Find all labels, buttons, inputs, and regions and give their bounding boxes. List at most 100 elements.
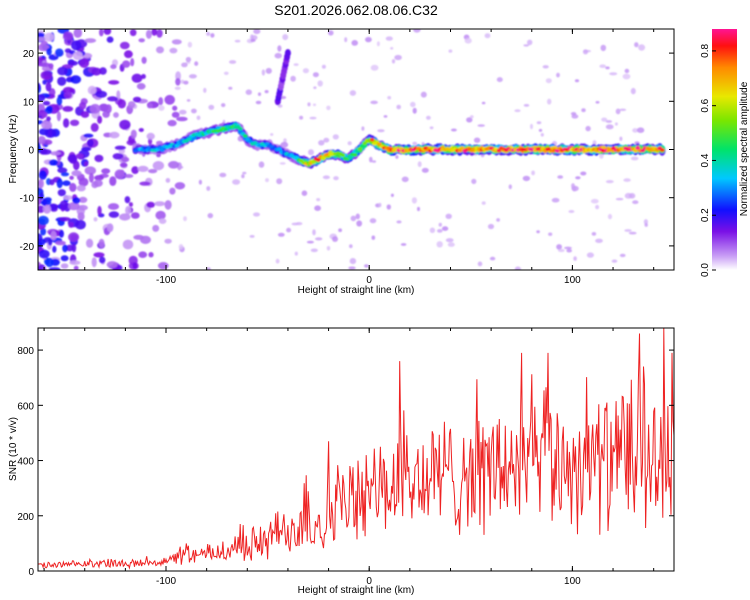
speckle-blob [417,161,422,168]
speckle-blob [585,125,591,132]
speckle-blob [313,86,317,89]
speckle-blob [232,179,241,185]
speckle-blob [566,248,572,253]
speckle-blob [413,29,421,33]
noise-blob [38,249,50,259]
colorbar-tick-label: 0.8 [700,44,711,58]
noise-blob [108,80,120,85]
speckle-blob [332,236,338,242]
noise-blob [78,196,88,203]
speckle-blob [471,178,477,185]
speckle-blob [557,248,565,253]
speckle-blob [396,220,402,224]
speckle-blob [364,264,369,268]
speckle-blob [361,126,365,131]
noise-blob [124,196,131,204]
colorbar: 0.0 0.2 0.4 0.6 0.8 Normalized spectral ampl… [700,29,750,277]
speckle-blob [473,137,481,143]
noise-blob [93,217,98,222]
noise-blob [72,51,83,60]
speckle-blob [365,36,372,43]
noise-blob [38,94,46,102]
speckle-blob [178,166,184,169]
noise-blob [62,244,68,253]
speckle-blob [609,72,618,76]
speckle-blob [391,59,396,64]
noise-blob [122,239,134,250]
noise-blob [40,70,53,80]
speckle-blob [638,44,646,51]
noise-blob [38,32,45,38]
speckle-blob [261,69,266,76]
speckle-blob [421,167,429,173]
speckle-blob [383,115,388,118]
noise-blob [138,128,144,132]
colorbar-label: Normalized spectral amplitude [739,81,750,216]
noise-blob [137,165,149,172]
speckle-blob [643,219,649,225]
noise-blob [175,78,181,86]
speckle-blob [411,197,417,204]
speckle-blob [611,259,618,263]
noise-blob [78,177,89,187]
noise-blob [40,227,47,236]
noise-blob [119,41,130,50]
noise-blob [63,31,74,41]
noise-blob [99,256,106,264]
ridge-blob [196,133,202,137]
speckle-blob [312,72,319,78]
speckle-blob [536,121,542,125]
noise-blob [107,203,120,210]
noise-blob [46,48,52,56]
speckle-blob [396,104,402,110]
speckle-blob [595,238,603,243]
noise-blob [38,170,47,180]
noise-blob [148,169,158,174]
speckle-blob [540,133,544,137]
speckle-blob [607,213,613,220]
noise-blob [50,230,57,241]
noise-blob [132,96,142,103]
noise-blob [68,60,78,66]
speckle-blob [316,198,321,202]
noise-blob [91,67,102,76]
noise-blob [38,215,49,226]
noise-blob [48,63,54,69]
speckle-blob [619,136,623,141]
speckle-blob [390,193,394,197]
speckle-blob [326,246,331,251]
speckle-blob [294,251,298,256]
noise-blob [164,94,175,105]
noise-blob [109,176,117,187]
noise-blob [152,224,160,232]
noise-blob [73,29,83,38]
speckle-blob [426,115,431,120]
speckle-blob [338,228,342,232]
speckle-blob [568,210,575,213]
speckle-blob [605,66,610,70]
figure-title: S201.2026.062.08.06.C32 [274,2,438,18]
noise-blob [107,96,118,102]
noise-blob [38,144,42,153]
speckle-blob [615,108,621,115]
speckle-blob [570,112,577,116]
noise-blob [41,111,48,118]
speckle-blob [536,230,540,234]
speckle-blob [466,117,473,123]
noise-blob [106,223,114,233]
noise-blob [57,189,66,197]
y-tick-label: 800 [17,346,34,357]
speckle-blob [548,232,553,236]
noise-blob [42,198,47,206]
y-tick-label: -20 [20,242,35,253]
noise-blob [171,111,180,118]
speckle-blob [229,60,237,64]
ridge-blob [340,153,346,157]
speckle-blob [489,256,496,261]
speckle-blob [445,238,454,243]
speckle-blob [574,79,580,83]
y-tick-label: -10 [20,194,35,205]
noise-blob [60,255,69,262]
speckle-blob [208,104,215,110]
speckle-blob [580,171,587,176]
